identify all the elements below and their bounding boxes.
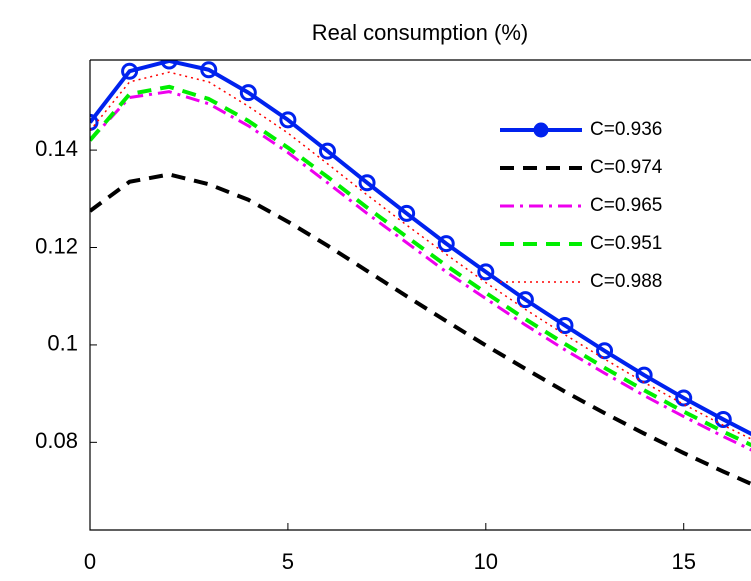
data-point xyxy=(160,60,178,70)
plot-area xyxy=(90,60,751,487)
y-tick-label: 0.1 xyxy=(47,331,78,356)
series-line xyxy=(90,84,751,448)
data-point xyxy=(437,235,455,253)
y-tick-label: 0.14 xyxy=(35,136,78,161)
data-point xyxy=(358,174,376,192)
x-tick-label: 5 xyxy=(282,549,294,574)
legend-label: C=0.974 xyxy=(590,157,663,178)
data-point xyxy=(556,316,574,334)
data-point xyxy=(398,204,416,222)
data-point xyxy=(318,142,336,160)
y-tick-label: 0.08 xyxy=(35,428,78,453)
data-point xyxy=(279,111,297,129)
chart-title: Real consumption (%) xyxy=(312,20,528,45)
data-point xyxy=(90,113,99,131)
x-tick-label: 15 xyxy=(671,549,695,574)
series-line xyxy=(90,172,751,487)
legend-marker xyxy=(533,122,549,138)
data-point xyxy=(121,62,139,80)
data-point xyxy=(239,84,257,102)
data-point xyxy=(714,410,732,428)
legend-label: C=0.988 xyxy=(590,271,662,292)
legend-label: C=0.936 xyxy=(590,119,662,140)
data-point xyxy=(516,291,534,309)
x-tick-label: 0 xyxy=(84,549,96,574)
y-tick-label: 0.12 xyxy=(35,233,78,258)
series-line xyxy=(90,90,751,452)
legend-label: C=0.965 xyxy=(590,195,662,216)
data-point xyxy=(477,263,495,281)
x-tick-label: 10 xyxy=(474,549,498,574)
data-point xyxy=(200,61,218,79)
legend-label: C=0.951 xyxy=(590,233,662,254)
data-point xyxy=(596,342,614,360)
data-point xyxy=(675,389,693,407)
